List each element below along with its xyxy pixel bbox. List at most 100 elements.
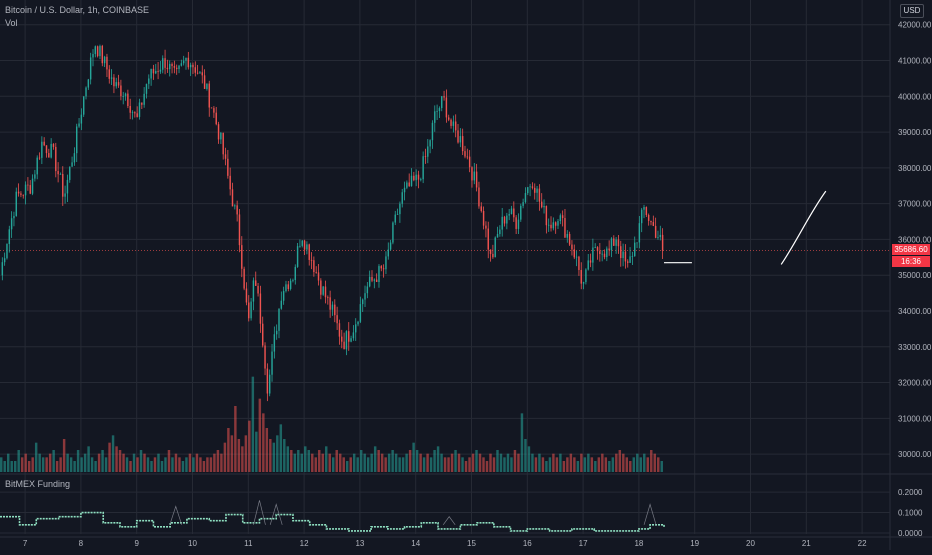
candle-body[interactable] (217, 124, 220, 140)
candle-body[interactable] (531, 186, 534, 188)
candle-body[interactable] (71, 162, 73, 167)
candle-body[interactable] (631, 256, 634, 257)
candle-body[interactable] (96, 46, 99, 57)
candle-body[interactable] (373, 279, 376, 281)
candle-body[interactable] (650, 220, 652, 223)
candle-body[interactable] (259, 293, 262, 324)
candle-body[interactable] (385, 256, 387, 270)
candle-body[interactable] (475, 171, 478, 188)
candle-body[interactable] (557, 221, 559, 226)
candle-body[interactable] (292, 280, 294, 281)
candle-body[interactable] (234, 205, 236, 207)
candle-body[interactable] (101, 45, 104, 64)
candle-body[interactable] (568, 233, 571, 245)
symbol-title[interactable]: Bitcoin / U.S. Dollar, 1h, COINBASE (5, 5, 150, 15)
candle-body[interactable] (301, 240, 303, 246)
candle-body[interactable] (659, 234, 662, 238)
candle-body[interactable] (575, 256, 578, 258)
candle-body[interactable] (420, 179, 422, 181)
candle-body[interactable] (359, 304, 362, 322)
candle-body[interactable] (1, 262, 4, 276)
candle-body[interactable] (643, 207, 645, 210)
candle-body[interactable] (220, 132, 222, 140)
candle-body[interactable] (264, 345, 266, 369)
candle-body[interactable] (540, 201, 543, 208)
candle-body[interactable] (408, 182, 410, 187)
funding-axis-label[interactable]: 0.0000 (898, 529, 923, 538)
candle-body[interactable] (520, 205, 522, 220)
candle-body[interactable] (224, 154, 227, 159)
candle-body[interactable] (499, 229, 501, 235)
candle-body[interactable] (141, 102, 143, 105)
drawing-layer[interactable] (664, 190, 827, 265)
candle-body[interactable] (459, 136, 462, 143)
price-axis-label[interactable]: 32000.00 (898, 379, 932, 388)
candle-body[interactable] (178, 65, 180, 69)
candle-body[interactable] (175, 67, 178, 69)
candle-body[interactable] (622, 251, 624, 259)
candle-body[interactable] (117, 82, 120, 86)
candle-body[interactable] (38, 157, 41, 159)
candle-body[interactable] (331, 304, 334, 310)
candle-body[interactable] (506, 215, 508, 224)
candle-body[interactable] (613, 238, 615, 246)
candle-body[interactable] (250, 301, 252, 319)
candle-body[interactable] (415, 174, 417, 181)
candle-body[interactable] (640, 209, 643, 224)
candle-body[interactable] (636, 242, 638, 244)
candle-body[interactable] (187, 57, 190, 68)
candle-body[interactable] (89, 57, 92, 80)
candle-body[interactable] (485, 225, 487, 229)
candle-body[interactable] (345, 331, 348, 350)
candle-body[interactable] (194, 67, 197, 73)
time-axis-label[interactable]: 12 (300, 539, 309, 548)
candle-body[interactable] (82, 96, 85, 115)
candle-body[interactable] (69, 166, 71, 180)
candle-body[interactable] (299, 245, 301, 247)
candle-body[interactable] (275, 330, 278, 335)
candle-body[interactable] (313, 260, 315, 273)
candle-body[interactable] (403, 187, 406, 193)
candle-body[interactable] (464, 151, 466, 157)
candle-body[interactable] (522, 202, 524, 206)
candle-body[interactable] (375, 279, 378, 282)
candle-body[interactable] (80, 114, 83, 124)
candle-body[interactable] (501, 216, 503, 230)
candle-body[interactable] (303, 240, 306, 250)
candle-body[interactable] (20, 193, 22, 195)
candle-body[interactable] (110, 77, 113, 79)
candle-body[interactable] (480, 206, 482, 211)
candle-body[interactable] (387, 249, 389, 257)
candle-body[interactable] (243, 268, 245, 289)
time-axis-label[interactable]: 16 (523, 539, 532, 548)
candle-body[interactable] (457, 130, 459, 143)
candle-body[interactable] (6, 244, 8, 259)
candle-body[interactable] (392, 222, 394, 243)
candle-body[interactable] (315, 272, 317, 273)
candle-body[interactable] (578, 256, 580, 270)
drawn-projection-curve[interactable] (780, 190, 827, 265)
price-axis-label[interactable]: 39000.00 (898, 128, 932, 137)
candle-body[interactable] (627, 261, 629, 263)
candle-body[interactable] (155, 71, 157, 74)
candle-body[interactable] (180, 63, 183, 66)
candle-body[interactable] (610, 238, 613, 251)
candle-body[interactable] (371, 276, 373, 281)
time-axis-label[interactable]: 18 (634, 539, 643, 548)
candle-body[interactable] (355, 324, 357, 333)
candle-body[interactable] (427, 146, 429, 157)
candle-body[interactable] (15, 191, 17, 216)
candle-body[interactable] (545, 206, 548, 226)
time-axis-label[interactable]: 14 (411, 539, 420, 548)
candle-body[interactable] (124, 93, 127, 97)
candle-body[interactable] (306, 244, 308, 250)
time-axis-label[interactable]: 13 (355, 539, 364, 548)
candle-body[interactable] (31, 178, 34, 194)
candle-body[interactable] (445, 97, 448, 118)
candle-body[interactable] (566, 233, 569, 238)
candle-body[interactable] (559, 215, 562, 222)
candle-body[interactable] (527, 187, 529, 194)
candle-body[interactable] (143, 93, 145, 105)
candle-body[interactable] (308, 244, 310, 260)
